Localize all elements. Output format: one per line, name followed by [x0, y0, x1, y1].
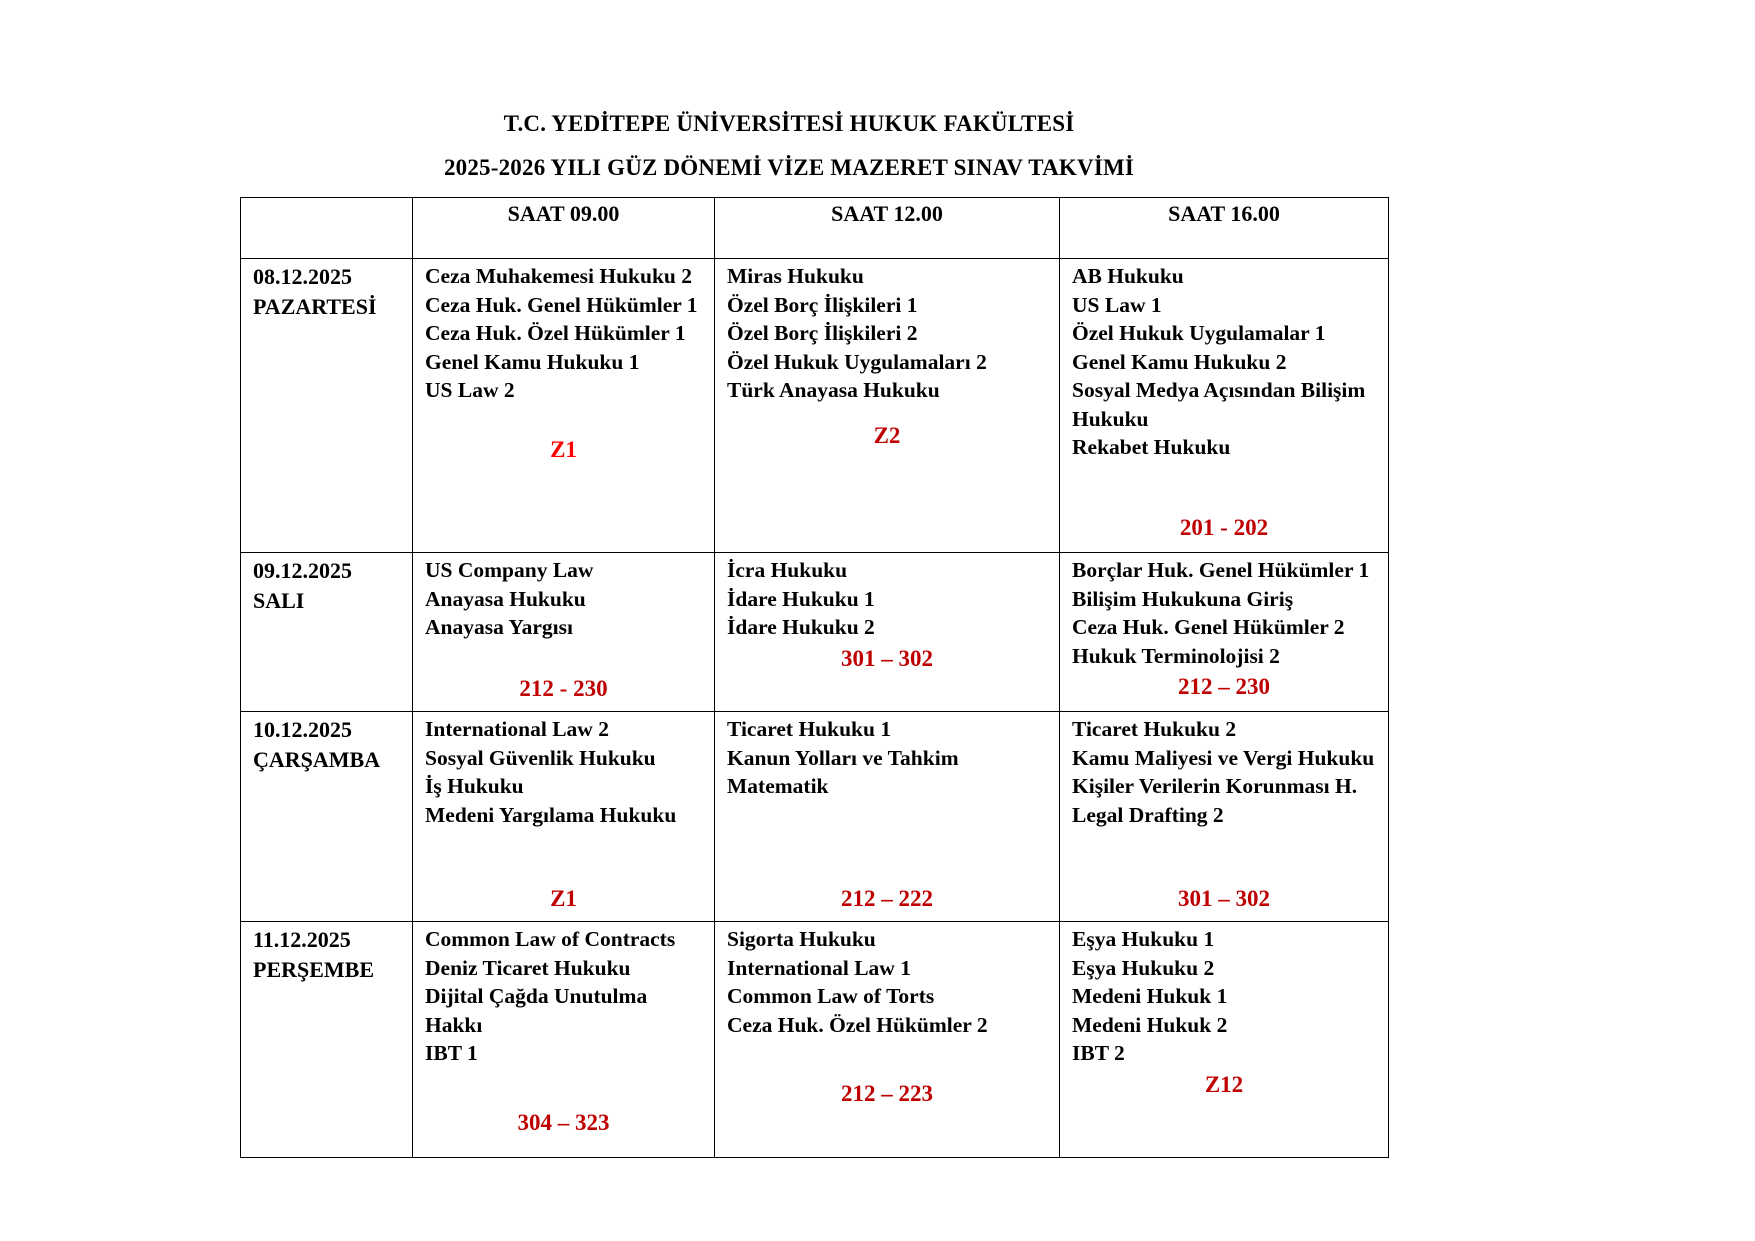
room-code: 301 – 302 [841, 645, 933, 671]
room-code: 212 – 223 [841, 1081, 933, 1106]
course-list: Ticaret Hukuku 2 Kamu Maliyesi ve Vergi … [1072, 717, 1375, 827]
room-code: 212 – 222 [841, 886, 933, 911]
date-label: 11.12.2025 [253, 927, 351, 952]
room-code: Z12 [1204, 1071, 1244, 1097]
day-label: PAZARTESİ [253, 294, 377, 319]
course-list: Eşya Hukuku 1 Eşya Hukuku 2 Medeni Hukuk… [1072, 927, 1228, 1065]
time-header-1200: SAAT 12.00 [714, 197, 1060, 259]
schedule-row-wednesday: 10.12.2025 ÇARŞAMBA International Law 2 … [240, 711, 1389, 922]
course-list: Ceza Muhakemesi Hukuku 2 Ceza Huk. Genel… [425, 264, 698, 402]
date-label: 08.12.2025 [253, 264, 352, 289]
exam-slot-cell: Sigorta Hukuku International Law 1 Commo… [714, 921, 1060, 1158]
date-label: 09.12.2025 [253, 558, 352, 583]
course-list: US Company Law Anayasa Hukuku Anayasa Ya… [425, 558, 594, 639]
room-code: 212 - 230 [519, 676, 608, 701]
exam-slot-cell: Borçlar Huk. Genel Hükümler 1 Bilişim Hu… [1059, 552, 1389, 712]
course-list: International Law 2 Sosyal Güvenlik Huku… [425, 717, 677, 827]
date-cell-wednesday: 10.12.2025 ÇARŞAMBA [240, 711, 413, 922]
course-list: Ticaret Hukuku 1 Kanun Yolları ve Tahkim… [727, 717, 959, 798]
date-cell-monday: 08.12.2025 PAZARTESİ [240, 258, 413, 553]
exam-slot-cell: Ceza Muhakemesi Hukuku 2 Ceza Huk. Genel… [412, 258, 715, 553]
room-code: Z2 [873, 422, 901, 448]
room-code: 304 – 323 [517, 1109, 610, 1135]
exam-slot-cell: Ticaret Hukuku 1 Kanun Yolları ve Tahkim… [714, 711, 1060, 922]
course-list: Sigorta Hukuku International Law 1 Commo… [727, 927, 988, 1037]
course-list: İcra Hukuku İdare Hukuku 1 İdare Hukuku … [727, 558, 875, 639]
exam-slot-cell: AB Hukuku US Law 1 Özel Hukuk Uygulamala… [1059, 258, 1389, 553]
header-row: SAAT 09.00 SAAT 12.00 SAAT 16.00 [240, 197, 1389, 259]
room-code: Z1 [550, 436, 577, 462]
faculty-title: T.C. YEDİTEPE ÜNİVERSİTESİ HUKUK FAKÜLTE… [503, 111, 1075, 136]
exam-slot-cell: Miras Hukuku Özel Borç İlişkileri 1 Özel… [714, 258, 1060, 553]
room-code: 201 - 202 [1179, 515, 1269, 540]
exam-slot-cell: Common Law of Contracts Deniz Ticaret Hu… [412, 921, 715, 1158]
schedule-row-tuesday: 09.12.2025 SALI US Company Law Anayasa H… [240, 552, 1389, 712]
date-label: 10.12.2025 [253, 717, 352, 742]
exam-slot-cell: International Law 2 Sosyal Güvenlik Huku… [412, 711, 715, 922]
room-code: 301 – 302 [1178, 886, 1270, 911]
schedule-row-thursday: 11.12.2025 PERŞEMBE Common Law of Contra… [240, 921, 1389, 1158]
course-list: Miras Hukuku Özel Borç İlişkileri 1 Özel… [727, 264, 987, 402]
date-cell-tuesday: 09.12.2025 SALI [240, 552, 413, 712]
exam-slot-cell: Ticaret Hukuku 2 Kamu Maliyesi ve Vergi … [1059, 711, 1389, 922]
exam-slot-cell: Eşya Hukuku 1 Eşya Hukuku 2 Medeni Hukuk… [1059, 921, 1389, 1158]
day-label: ÇARŞAMBA [253, 747, 381, 772]
schedule-row-monday: 08.12.2025 PAZARTESİ Ceza Muhakemesi Huk… [240, 258, 1389, 553]
date-cell-thursday: 11.12.2025 PERŞEMBE [240, 921, 413, 1158]
course-list: Borçlar Huk. Genel Hükümler 1 Bilişim Hu… [1072, 558, 1370, 668]
room-code: 212 – 230 [1178, 674, 1270, 699]
day-label: SALI [253, 588, 305, 613]
exam-slot-cell: İcra Hukuku İdare Hukuku 1 İdare Hukuku … [714, 552, 1060, 712]
exam-slot-cell: US Company Law Anayasa Hukuku Anayasa Ya… [412, 552, 715, 712]
schedule-title: 2025-2026 YILI GÜZ DÖNEMİ VİZE MAZERET S… [443, 155, 1135, 180]
course-list: Common Law of Contracts Deniz Ticaret Hu… [425, 927, 676, 1065]
time-header-0900: SAAT 09.00 [412, 197, 715, 259]
room-code: Z1 [550, 886, 577, 911]
course-list: AB Hukuku US Law 1 Özel Hukuk Uygulamala… [1072, 264, 1366, 459]
document-header: T.C. YEDİTEPE ÜNİVERSİTESİ HUKUK FAKÜLTE… [0, 0, 1578, 190]
corner-cell [240, 197, 413, 259]
day-label: PERŞEMBE [253, 957, 375, 982]
exam-schedule-table: SAAT 09.00 SAAT 12.00 SAAT 16.00 08.12.2… [240, 197, 1389, 1158]
time-header-1600: SAAT 16.00 [1059, 197, 1389, 259]
